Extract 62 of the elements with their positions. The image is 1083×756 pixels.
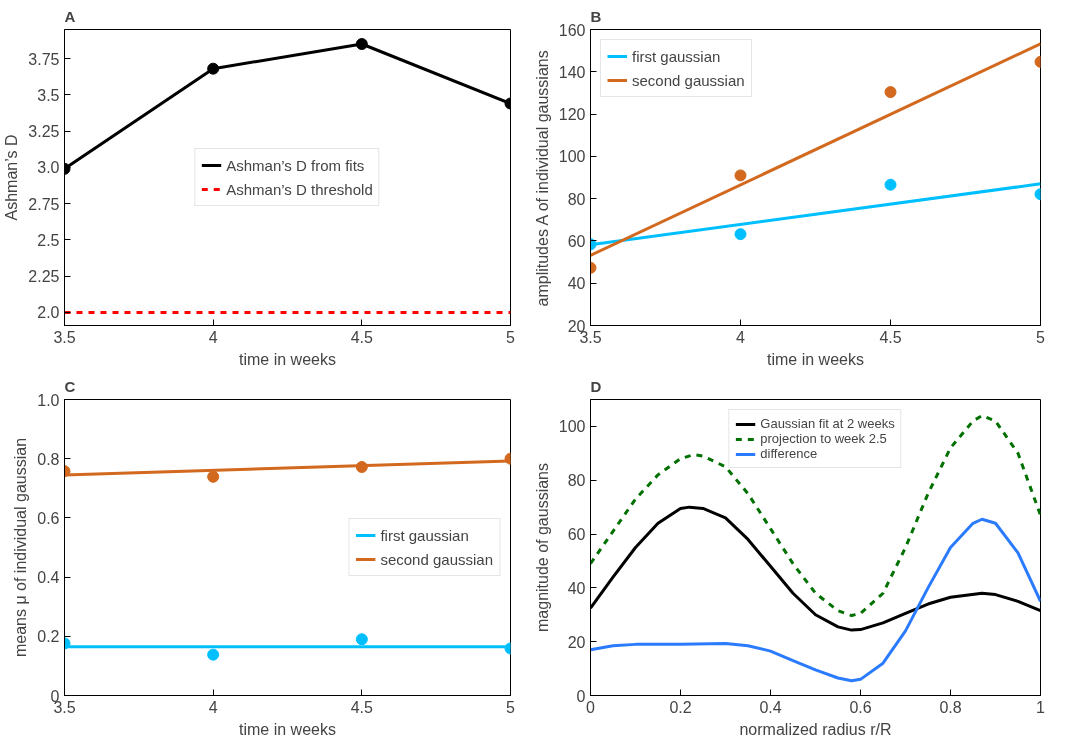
chart-title: B <box>590 7 602 25</box>
chart-title: D <box>590 377 602 395</box>
y-tick-label: 3.25 <box>28 123 60 141</box>
y-tick-label: 20 <box>567 633 586 651</box>
x-tick-label: 4 <box>736 328 746 346</box>
x-tick-label: 0.8 <box>939 698 962 716</box>
x-tick-label: 4 <box>208 328 218 346</box>
y-tick-label: 0.6 <box>37 509 60 527</box>
y-tick-label: 2.0 <box>37 304 60 322</box>
x-tick-label: 0.4 <box>759 698 782 716</box>
y-tick-label: 60 <box>567 232 586 250</box>
x-tick-label: 5 <box>506 698 516 716</box>
y-tick-label: 0.8 <box>37 450 60 468</box>
x-tick-label: 4 <box>208 698 218 716</box>
legend-label: second gaussian <box>380 549 493 569</box>
y-tick-label: 40 <box>567 275 586 293</box>
x-tick-label: 4.5 <box>350 698 374 716</box>
y-tick-label: 2.75 <box>28 195 60 213</box>
x-tick-label: 0.2 <box>669 698 692 716</box>
y-tick-label: 3.75 <box>28 50 60 68</box>
legend-label: Gaussian fit at 2 weeks <box>760 416 895 431</box>
y-tick-label: 140 <box>558 63 586 81</box>
legend-label: Ashman’s D from fits <box>226 155 365 175</box>
y-tick-label: 60 <box>567 526 586 544</box>
y-tick-label: 100 <box>558 148 586 166</box>
y-tick-label: 3.0 <box>37 159 60 177</box>
y-tick-label: 120 <box>558 106 586 124</box>
x-axis-title: time in weeks <box>239 720 336 738</box>
y-axis-title: magnitude of gaussians <box>533 463 551 632</box>
y-tick-label: 0.4 <box>37 569 60 587</box>
x-axis-title: normalized radius r/R <box>739 720 892 738</box>
x-tick-label: 0.6 <box>849 698 872 716</box>
legend-label: projection to week 2.5 <box>760 431 887 446</box>
y-tick-label: 1.0 <box>37 391 60 409</box>
legend-label: Ashman’s D threshold <box>226 179 373 199</box>
x-axis-title: time in weeks <box>239 350 336 368</box>
legend-label: difference <box>760 446 818 461</box>
y-tick-label: 0 <box>576 687 586 705</box>
y-tick-label: 160 <box>558 21 586 39</box>
chart-title: A <box>64 7 76 25</box>
chart-title: C <box>64 377 76 395</box>
y-tick-label: 3.5 <box>37 86 60 104</box>
y-tick-label: 40 <box>567 579 586 597</box>
y-tick-label: 80 <box>567 190 586 208</box>
x-axis-title: time in weeks <box>767 350 864 368</box>
y-tick-label: 2.25 <box>28 268 60 286</box>
legend-label: first gaussian <box>632 46 721 66</box>
legend-label: second gaussian <box>632 70 745 90</box>
x-tick-label: 5 <box>1036 328 1046 346</box>
y-tick-label: 2.5 <box>37 231 60 249</box>
y-axis-title: amplitudes A of individual gaussians <box>533 50 551 307</box>
x-tick-label: 1 <box>1036 698 1046 716</box>
x-tick-label: 3.5 <box>53 328 76 346</box>
y-tick-label: 80 <box>567 472 586 490</box>
y-axis-title: means μ of individual gaussian <box>12 437 30 658</box>
y-tick-label: 100 <box>558 418 586 436</box>
x-tick-label: 4.5 <box>879 328 902 346</box>
x-tick-label: 4.5 <box>350 328 374 346</box>
y-axis-title: Ashman’s D <box>3 134 21 221</box>
y-tick-label: 0.2 <box>37 628 60 646</box>
legend-label: first gaussian <box>380 525 469 545</box>
x-tick-label: 5 <box>506 328 516 346</box>
